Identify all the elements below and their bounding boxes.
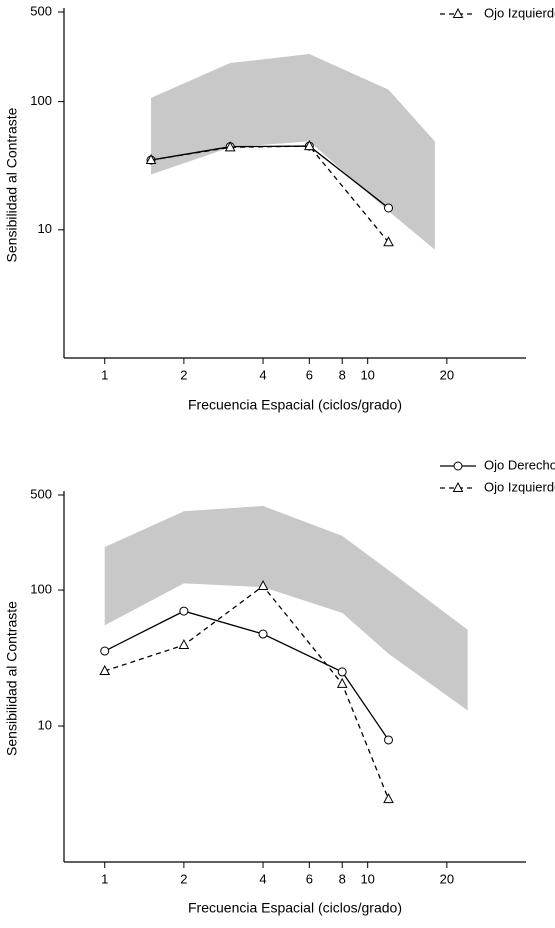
y-tick-label: 500 xyxy=(30,486,52,501)
circle-marker xyxy=(100,646,110,656)
series-line xyxy=(104,585,390,800)
x-tick-label: 4 xyxy=(259,871,266,886)
y-tick-label: 10 xyxy=(38,221,52,236)
series-line xyxy=(150,145,390,243)
legend-marker xyxy=(453,461,463,471)
x-tick-label: 10 xyxy=(360,367,374,382)
x-tick-label: 20 xyxy=(440,871,454,886)
triangle-marker xyxy=(383,236,394,247)
series-line xyxy=(104,610,390,741)
circle-marker xyxy=(384,203,394,213)
triangle-marker xyxy=(145,153,157,165)
y-tick-label: 100 xyxy=(30,581,52,596)
x-tick-label: 8 xyxy=(339,367,346,382)
chart: 10 100 500 1 2 4 6 8 10 20 Frecuencia Espacial (ci… xyxy=(4,3,555,413)
range-band xyxy=(151,54,435,250)
circle-marker xyxy=(337,667,347,677)
x-tick-label: 1 xyxy=(101,871,108,886)
triangle-marker xyxy=(257,579,269,591)
triangle-marker xyxy=(383,793,394,804)
x-tick-label: 8 xyxy=(339,871,346,886)
y-tick-label: 100 xyxy=(30,93,52,108)
x-tick-label: 20 xyxy=(440,367,454,382)
x-tick-label: 10 xyxy=(360,871,374,886)
x-tick-label: 4 xyxy=(259,367,266,382)
legend-marker xyxy=(452,481,464,492)
legend-label: Ojo Derecho xyxy=(484,457,555,472)
legend-label: Ojo Izquierdo xyxy=(484,479,555,494)
triangle-marker xyxy=(99,664,111,675)
triangle-marker xyxy=(304,139,315,151)
y-tick-label: 500 xyxy=(30,3,52,18)
circle-marker xyxy=(179,606,189,616)
x-tick-label: 2 xyxy=(180,367,187,382)
y-axis-title: Sensibilidad al Contraste xyxy=(4,107,20,262)
circle-marker xyxy=(258,629,268,639)
y-tick-label: 10 xyxy=(38,717,52,732)
x-tick-label: 1 xyxy=(101,367,108,382)
triangle-marker xyxy=(336,677,348,688)
x-axis-title: Frecuencia Espacial (ciclos/grado) xyxy=(188,900,402,916)
triangle-marker xyxy=(224,141,236,152)
x-tick-label: 2 xyxy=(180,871,187,886)
x-tick-label: 6 xyxy=(306,871,313,886)
legend-label: Ojo Izquierdo xyxy=(484,5,555,20)
chart: 10 100 500 1 2 4 6 8 10 20 Frecuencia Espacial (ci… xyxy=(4,457,555,915)
y-axis-title: Sensibilidad al Contraste xyxy=(4,601,20,756)
x-tick-label: 6 xyxy=(306,367,313,382)
x-axis-title: Frecuencia Espacial (ciclos/grado) xyxy=(188,397,402,413)
legend-marker xyxy=(452,7,464,18)
triangle-marker xyxy=(178,638,190,650)
circle-marker xyxy=(384,735,394,745)
range-band xyxy=(104,506,468,711)
